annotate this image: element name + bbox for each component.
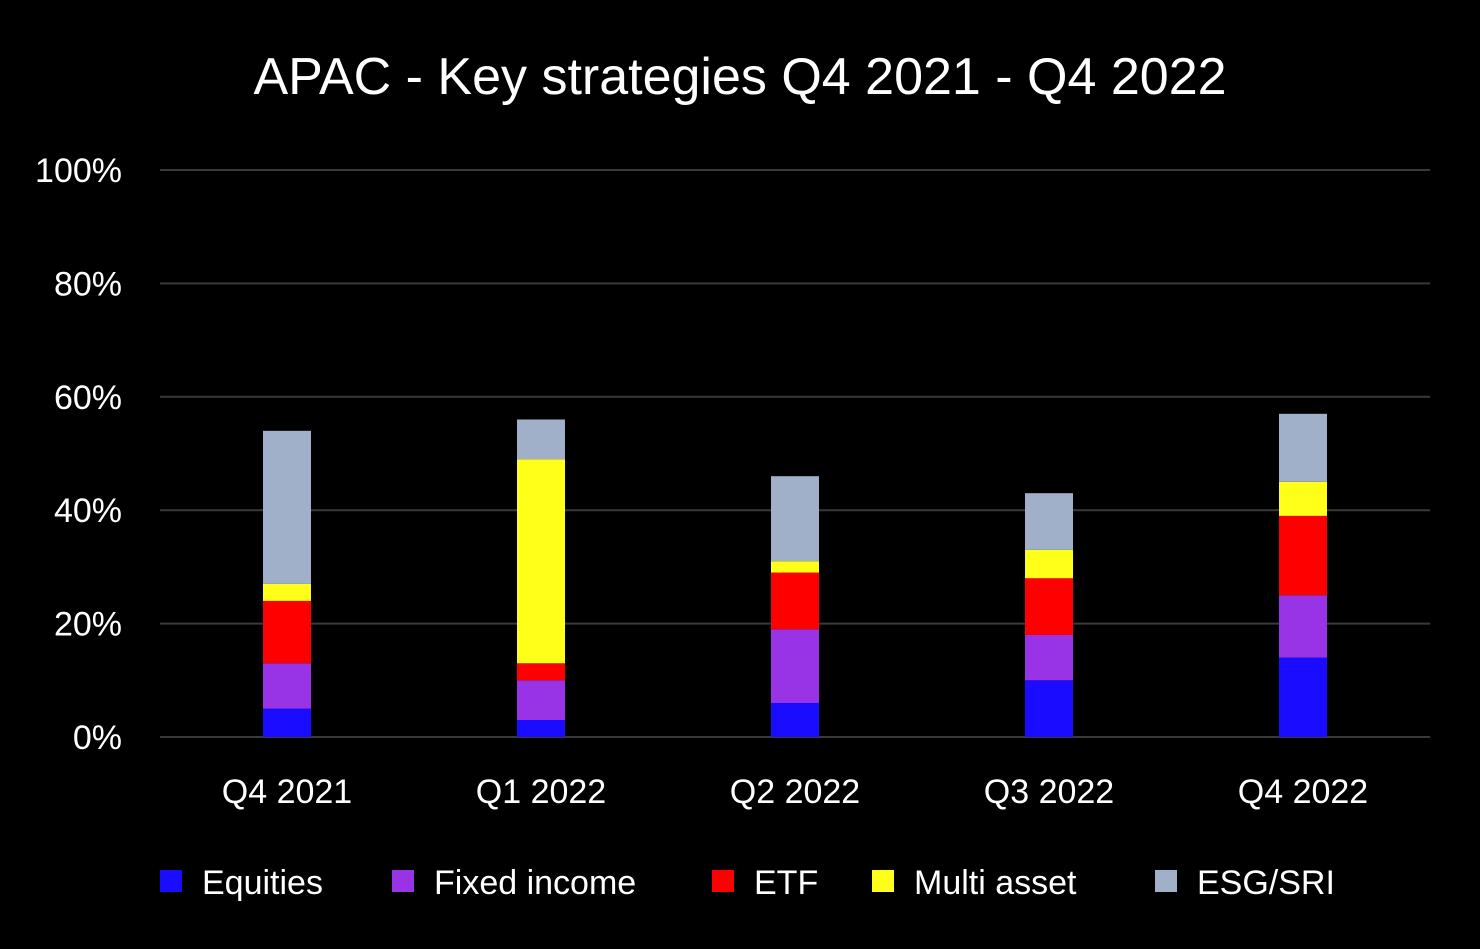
bar-segment-fixed-income (263, 663, 311, 709)
bar-segment-etf (517, 663, 565, 681)
bar-segment-esg-sri (517, 419, 565, 460)
bar-segment-multi-asset (771, 561, 819, 573)
bar-stack (517, 419, 565, 737)
bar-segment-etf (1279, 515, 1327, 596)
bar-segment-esg-sri (1279, 413, 1327, 482)
bar-stack (1279, 413, 1327, 737)
y-tick-label: 40% (54, 492, 122, 530)
bar-segment-equities (1025, 680, 1073, 737)
legend-item: Equities (160, 864, 323, 902)
y-tick-label: 100% (35, 152, 122, 190)
x-tick-label: Q3 2022 (984, 773, 1114, 811)
bar-stack (1025, 493, 1073, 737)
bar-segment-fixed-income (517, 680, 565, 720)
y-tick-label: 60% (54, 379, 122, 417)
legend-swatch (1155, 870, 1177, 892)
y-axis-ticks: 0% 20% 40% 60% 80% 100% (35, 152, 122, 757)
legend-label: Equities (202, 864, 323, 902)
bar-segment-fixed-income (771, 629, 819, 703)
legend-item: ESG/SRI (1155, 864, 1335, 902)
legend: Equities Fixed income ETF Multi asset ESG/SR… (160, 864, 1335, 902)
y-tick-label: 0% (73, 719, 122, 757)
bar-segment-multi-asset (517, 459, 565, 664)
legend-swatch (712, 870, 734, 892)
bar-segment-etf (1025, 578, 1073, 635)
bar-segment-etf (771, 572, 819, 630)
bar-segment-etf (263, 600, 311, 664)
legend-label: Fixed income (434, 864, 636, 902)
legend-swatch (392, 870, 414, 892)
bar-stack (771, 476, 819, 737)
bar-segment-esg-sri (771, 476, 819, 562)
x-axis-ticks: Q4 2021 Q1 2022 Q2 2022 Q3 2022 Q4 2022 (222, 773, 1368, 811)
bar-segment-equities (263, 708, 311, 737)
chart-title: APAC - Key strategies Q4 2021 - Q4 2022 (253, 48, 1226, 106)
bar-segment-equities (771, 702, 819, 737)
legend-label: Multi asset (914, 864, 1077, 902)
bar-segment-esg-sri (1025, 493, 1073, 550)
bar-segment-equities (517, 719, 565, 737)
legend-item: Fixed income (392, 864, 636, 902)
x-tick-label: Q1 2022 (476, 773, 606, 811)
legend-swatch (872, 870, 894, 892)
legend-label: ETF (754, 864, 818, 902)
bar-segment-fixed-income (1279, 595, 1327, 658)
legend-item: Multi asset (872, 864, 1077, 902)
bar-segment-esg-sri (263, 430, 311, 584)
legend-item: ETF (712, 864, 818, 902)
bar-segment-multi-asset (1025, 549, 1073, 579)
legend-label: ESG/SRI (1197, 864, 1335, 902)
y-tick-label: 20% (54, 606, 122, 644)
bar-stack (263, 430, 311, 737)
bar-segment-multi-asset (263, 583, 311, 601)
legend-swatch (160, 870, 182, 892)
x-tick-label: Q2 2022 (730, 773, 860, 811)
y-tick-label: 80% (54, 265, 122, 303)
x-tick-label: Q4 2022 (1238, 773, 1368, 811)
bar-segment-equities (1279, 657, 1327, 737)
bars-layer (263, 413, 1327, 737)
x-tick-label: Q4 2021 (222, 773, 352, 811)
bar-segment-multi-asset (1279, 481, 1327, 516)
bar-segment-fixed-income (1025, 634, 1073, 681)
